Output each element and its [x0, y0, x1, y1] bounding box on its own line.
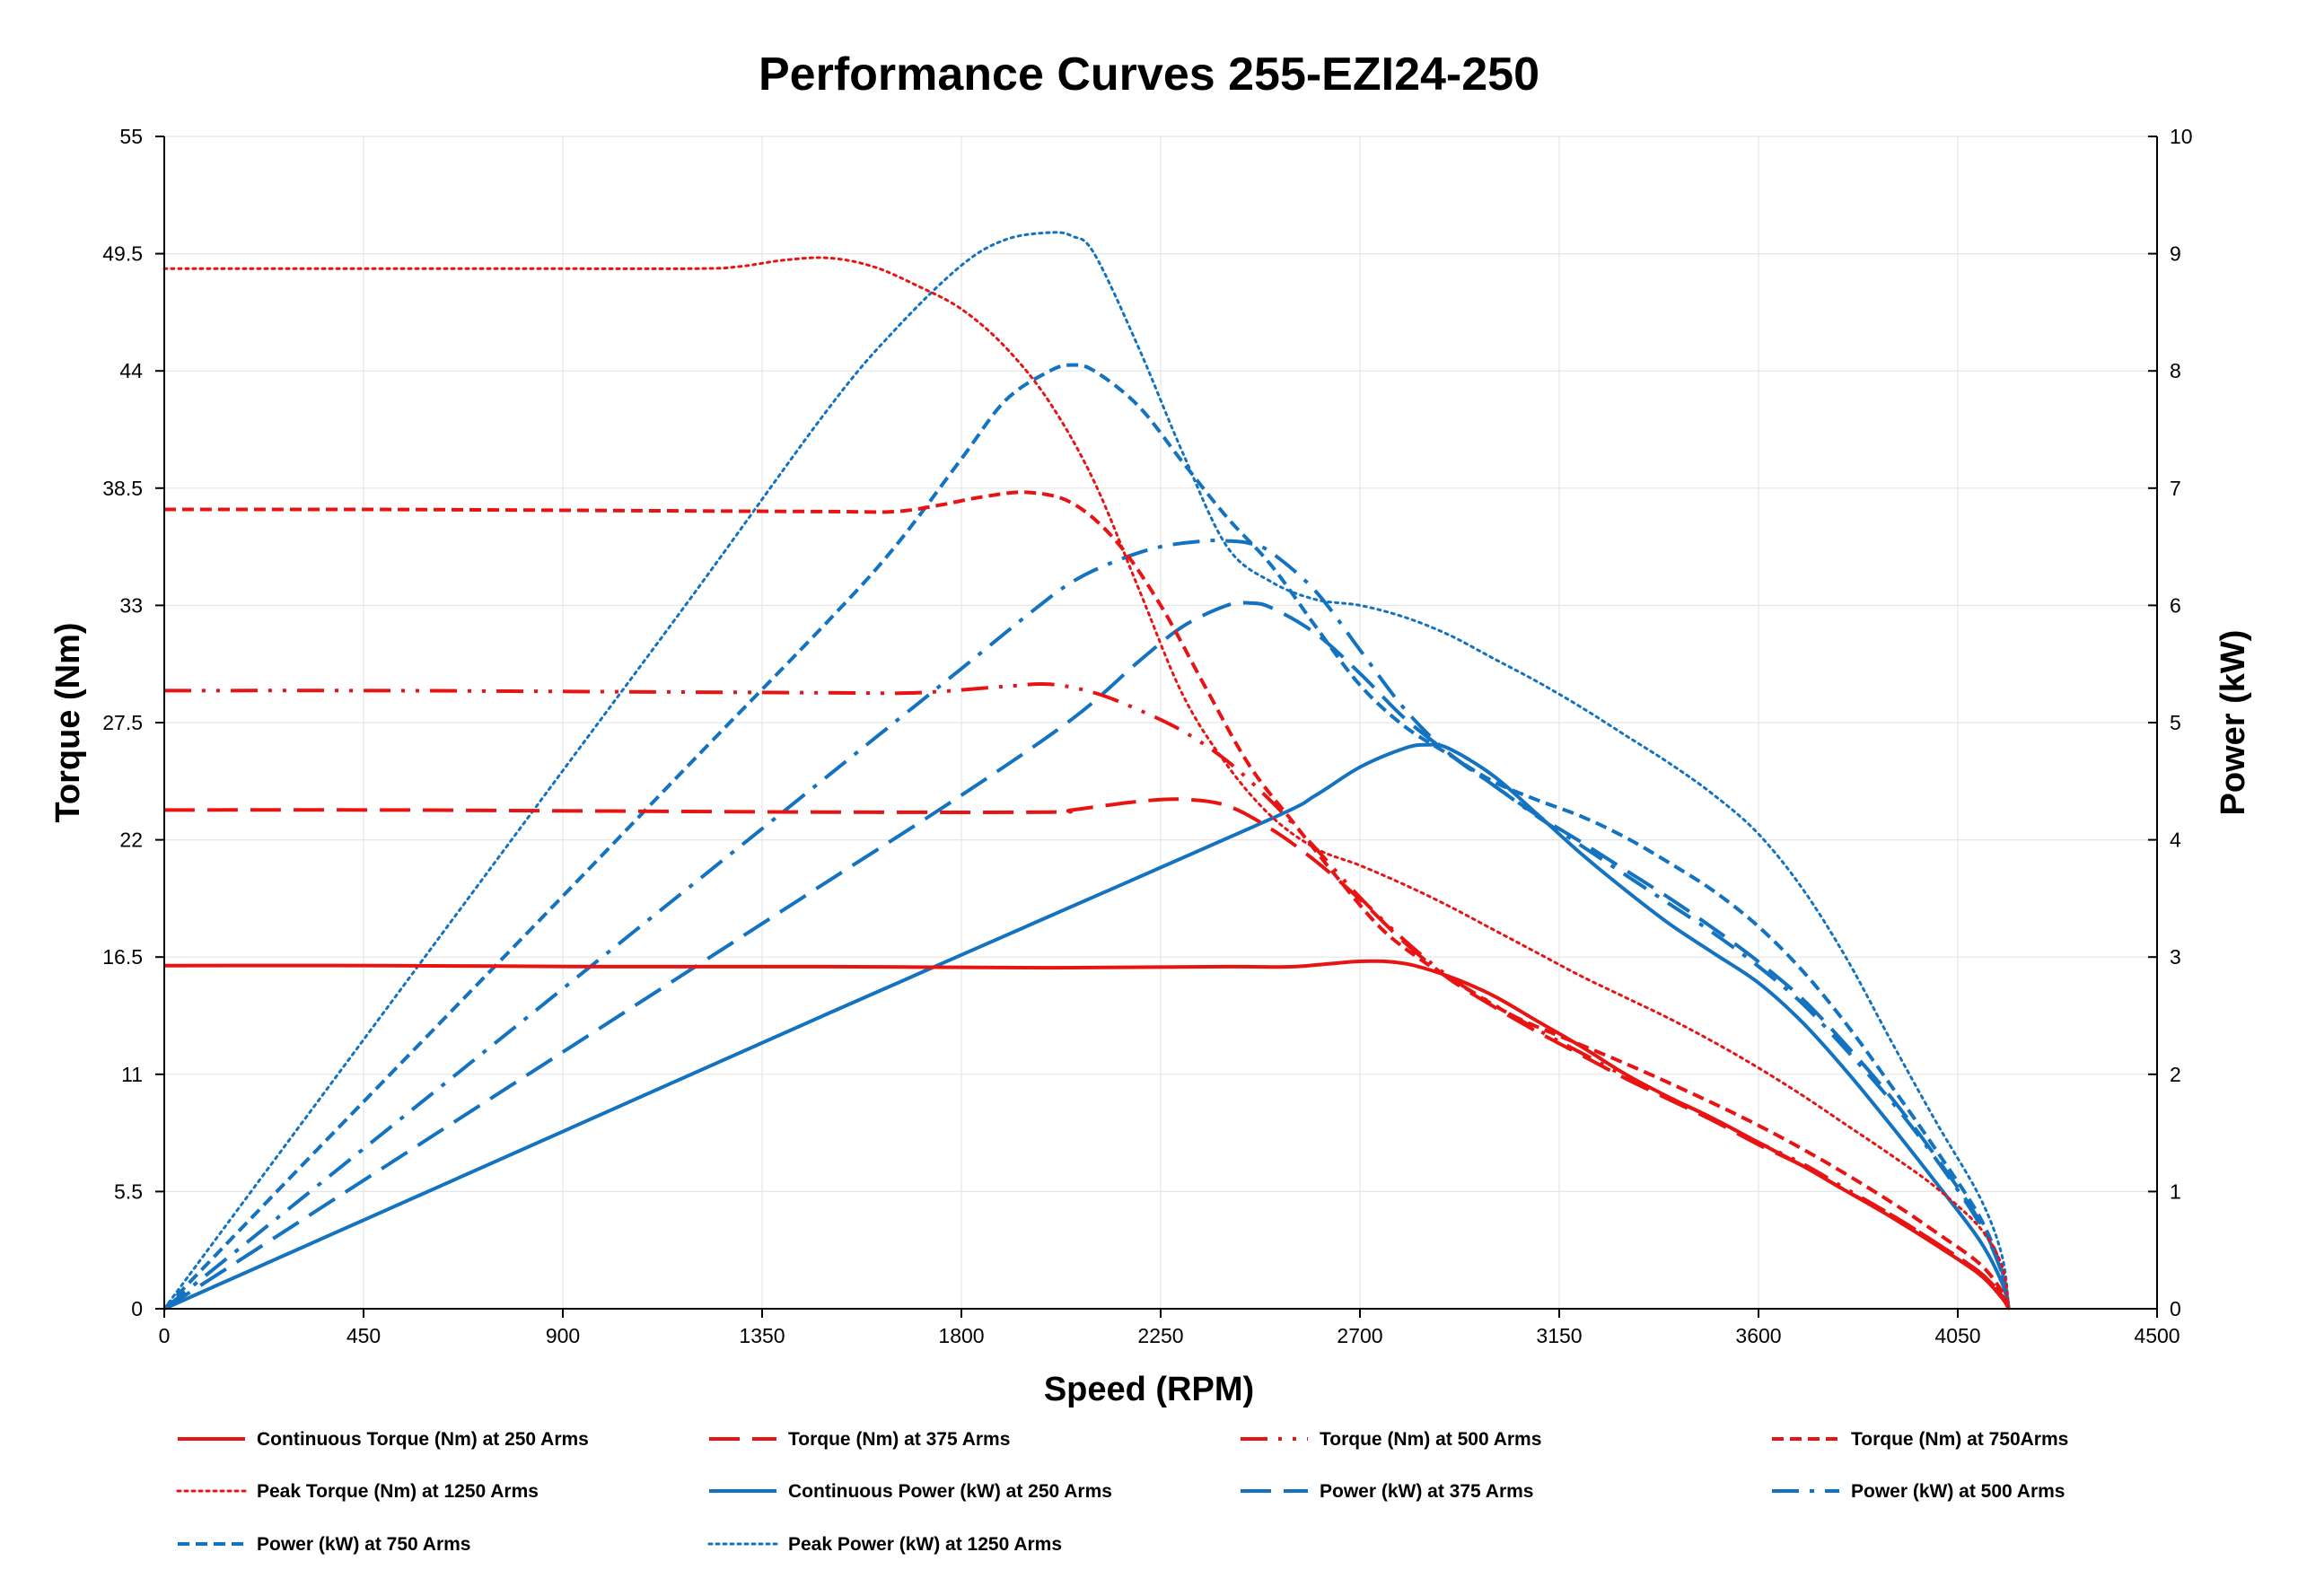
x-tick-label: 900 — [546, 1324, 580, 1347]
legend-item-continuous-power-kw-at-250-arms: Continuous Power (kW) at 250 Arms — [709, 1481, 1112, 1502]
legend-label: Power (kW) at 750 Arms — [257, 1534, 470, 1555]
chart-title: Performance Curves 255-EZI24-250 — [759, 48, 1539, 101]
legend-label: Continuous Torque (Nm) at 250 Arms — [257, 1429, 589, 1450]
x-axis-title: Speed (RPM) — [1044, 1371, 1254, 1408]
y-tick-label-left: 44 — [119, 359, 143, 382]
y-tick-label-right: 5 — [2170, 711, 2181, 734]
legend-label: Torque (Nm) at 750Arms — [1851, 1429, 2068, 1450]
series-line-peak-power-kw-at-1250-arms — [162, 231, 2011, 1311]
grid-lines — [164, 136, 2158, 1309]
y-axis-title-right: Power (kW) — [2215, 630, 2252, 816]
y-tick-label-left: 49.5 — [102, 242, 143, 266]
y-tick-label-left: 38.5 — [102, 477, 143, 500]
legend-item-power-kw-at-500-arms: Power (kW) at 500 Arms — [1772, 1481, 2065, 1502]
x-tick-label: 2250 — [1137, 1324, 1183, 1347]
y-tick-label-right: 7 — [2170, 477, 2181, 500]
x-tick-label: 4050 — [1934, 1324, 1980, 1347]
legend-item-continuous-torque-nm-at-250-arms: Continuous Torque (Nm) at 250 Arms — [178, 1429, 589, 1450]
legend-label: Peak Torque (Nm) at 1250 Arms — [257, 1481, 539, 1502]
y-axis-title-left: Torque (Nm) — [49, 622, 87, 822]
x-tick-label: 1350 — [739, 1324, 785, 1347]
x-tick-label: 4500 — [2134, 1324, 2180, 1347]
x-tick-label: 0 — [159, 1324, 171, 1347]
y-tick-label-right: 6 — [2170, 593, 2181, 617]
legend: Continuous Torque (Nm) at 250 Arms Torque… — [176, 1429, 2068, 1555]
legend-item-peak-power-kw-at-1250-arms: Peak Power (kW) at 1250 Arms — [707, 1534, 1062, 1555]
legend-item-power-kw-at-375-arms: Power (kW) at 375 Arms — [1241, 1481, 1533, 1502]
y-tick-label-left: 5.5 — [114, 1179, 143, 1203]
y-tick-label-right: 10 — [2170, 125, 2193, 148]
y-tick-label-right: 1 — [2170, 1179, 2181, 1203]
series-line-continuous-torque-nm-at-250-arms — [163, 959, 2011, 1311]
legend-label: Power (kW) at 375 Arms — [1320, 1481, 1533, 1502]
legend-label: Continuous Power (kW) at 250 Arms — [788, 1481, 1112, 1502]
y-tick-label-left: 0 — [131, 1297, 143, 1320]
legend-label: Power (kW) at 500 Arms — [1851, 1481, 2065, 1502]
y-tick-label-left: 11 — [121, 1063, 143, 1086]
legend-item-torque-nm-at-750arms: Torque (Nm) at 750Arms — [1772, 1429, 2068, 1450]
series-line-torque-nm-at-375-arms — [163, 797, 2011, 1310]
y-tick-label-right: 8 — [2170, 359, 2181, 382]
x-tick-label: 3150 — [1536, 1324, 1582, 1347]
series-line-power-kw-at-750-arms — [162, 363, 2011, 1311]
legend-label: Torque (Nm) at 500 Arms — [1320, 1429, 1541, 1450]
y-tick-label-right: 0 — [2170, 1297, 2181, 1320]
series-line-torque-nm-at-750arms — [163, 490, 2011, 1310]
y-tick-label-left: 33 — [119, 593, 143, 617]
legend-item-power-kw-at-750-arms: Power (kW) at 750 Arms — [178, 1534, 470, 1555]
series-line-continuous-power-kw-at-250-arms — [163, 742, 2011, 1311]
y-tick-label-right: 4 — [2170, 829, 2181, 852]
y-tick-label-right: 2 — [2170, 1063, 2181, 1086]
legend-item-torque-nm-at-375-arms: Torque (Nm) at 375 Arms — [709, 1429, 1010, 1450]
series-line-power-kw-at-375-arms — [162, 601, 2011, 1311]
y-tick-label-right: 3 — [2170, 945, 2181, 969]
series-line-torque-nm-at-500-arms — [163, 681, 2011, 1310]
x-tick-label: 450 — [346, 1324, 381, 1347]
axes: 0 450 900 1350 1800 2250 2700 3150 3600 4050 45000… — [102, 125, 2192, 1347]
legend-item-torque-nm-at-500-arms: Torque (Nm) at 500 Arms — [1241, 1429, 1541, 1450]
x-tick-label: 1800 — [938, 1324, 984, 1347]
legend-label: Torque (Nm) at 375 Arms — [788, 1429, 1010, 1450]
x-tick-label: 2700 — [1337, 1324, 1382, 1347]
y-tick-label-right: 9 — [2170, 242, 2181, 266]
legend-item-peak-torque-nm-at-1250-arms: Peak Torque (Nm) at 1250 Arms — [176, 1481, 539, 1502]
y-tick-label-left: 22 — [119, 829, 143, 852]
y-tick-label-left: 27.5 — [102, 711, 143, 734]
series-lines — [162, 231, 2011, 1311]
y-tick-label-left: 55 — [119, 125, 143, 148]
series-line-peak-torque-nm-at-1250-arms — [162, 256, 2011, 1311]
legend-label: Peak Power (kW) at 1250 Arms — [788, 1534, 1062, 1555]
x-tick-label: 3600 — [1735, 1324, 1781, 1347]
series-line-power-kw-at-500-arms — [162, 538, 2011, 1311]
y-tick-label-left: 16.5 — [102, 945, 143, 969]
